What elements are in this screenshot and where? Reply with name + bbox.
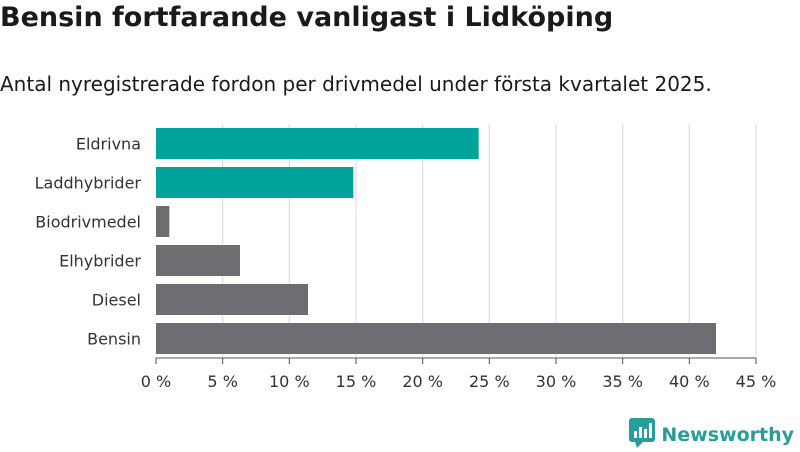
category-label-4: Diesel: [92, 291, 141, 310]
x-tick-label-1: 5 %: [207, 372, 237, 391]
bar-1: [156, 167, 354, 198]
x-tick-label-7: 35 %: [602, 372, 643, 391]
bar-5: [156, 323, 716, 354]
bar-3: [156, 245, 240, 276]
chart-subtitle: Antal nyregistrerade fordon per drivmede…: [0, 72, 712, 96]
category-label-3: Elhybrider: [59, 252, 141, 271]
chart-title: Bensin fortfarande vanligast i Lidköping: [0, 2, 614, 33]
x-tick-label-8: 40 %: [669, 372, 710, 391]
x-tick-label-6: 30 %: [536, 372, 577, 391]
bar-2: [156, 206, 170, 237]
x-tick-label-0: 0 %: [141, 372, 171, 391]
category-label-2: Biodrivmedel: [35, 213, 141, 232]
x-tick-label-4: 20 %: [402, 372, 443, 391]
newsworthy-logo: Newsworthy: [629, 418, 794, 452]
category-label-5: Bensin: [87, 330, 141, 349]
category-label-1: Laddhybrider: [35, 174, 142, 193]
x-tick-label-5: 25 %: [469, 372, 510, 391]
bar-0: [156, 128, 479, 159]
category-label-0: Eldrivna: [76, 135, 141, 154]
logo-text: Newsworthy: [661, 424, 794, 446]
x-tick-label-9: 45 %: [736, 372, 777, 391]
bar-chart-icon: [629, 418, 656, 452]
bar-4: [156, 284, 308, 315]
x-tick-label-2: 10 %: [269, 372, 310, 391]
x-tick-label-3: 15 %: [336, 372, 377, 391]
